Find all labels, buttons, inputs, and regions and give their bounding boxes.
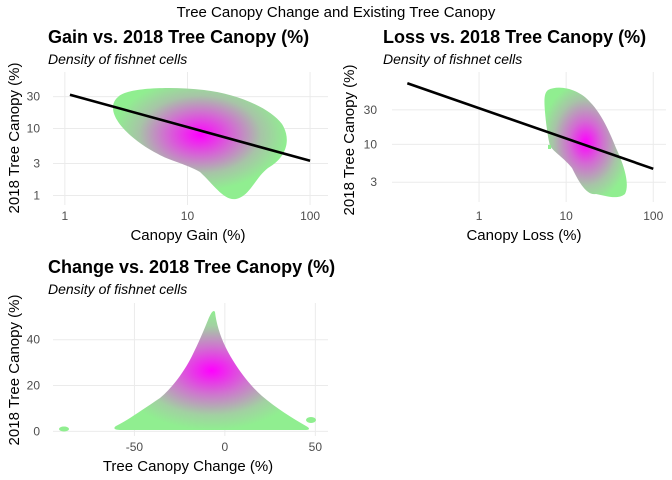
panel-change: Change vs. 2018 Tree Canopy (%) Density … <box>6 257 335 475</box>
panel-gain-subtitle: Density of fishnet cells <box>48 51 187 67</box>
y-tick-label: 3 <box>370 175 377 189</box>
panel-loss: Loss vs. 2018 Tree Canopy (%) Density of… <box>341 27 666 244</box>
panel-gain-plot-area <box>69 88 311 200</box>
x-tick-label: 0 <box>222 440 229 454</box>
change-density-outlier-left <box>59 426 69 432</box>
panel-change-plot-area <box>59 310 316 432</box>
x-tick-label: 1 <box>476 209 483 223</box>
y-tick-label: 30 <box>364 103 378 117</box>
panel-change-y-axis-title: 2018 Tree Canopy (%) <box>6 295 23 446</box>
x-tick-label: 1 <box>62 209 69 223</box>
panel-gain-x-ticks: 1 10 100 <box>62 209 321 223</box>
loss-density-speck <box>548 145 551 149</box>
panel-gain-title: Gain vs. 2018 Tree Canopy (%) <box>48 27 309 47</box>
figure-title: Tree Canopy Change and Existing Tree Can… <box>177 4 496 21</box>
x-tick-label: 100 <box>300 209 320 223</box>
panel-loss-plot-area <box>406 81 654 198</box>
panel-loss-title: Loss vs. 2018 Tree Canopy (%) <box>383 27 646 47</box>
x-tick-label: -50 <box>126 440 144 454</box>
panel-gain-y-axis-title: 2018 Tree Canopy (%) <box>6 63 23 214</box>
x-tick-label: 50 <box>309 440 323 454</box>
panel-loss-y-ticks: 3 10 30 <box>364 103 378 189</box>
y-tick-label: 1 <box>33 188 40 202</box>
y-tick-label: 10 <box>364 137 378 151</box>
y-tick-label: 3 <box>33 157 40 171</box>
panel-loss-subtitle: Density of fishnet cells <box>383 51 522 67</box>
panel-change-title: Change vs. 2018 Tree Canopy (%) <box>48 257 335 277</box>
panel-gain: Gain vs. 2018 Tree Canopy (%) Density of… <box>6 27 328 244</box>
x-tick-label: 10 <box>181 209 195 223</box>
panel-loss-y-axis-title: 2018 Tree Canopy (%) <box>341 65 358 216</box>
x-tick-label: 10 <box>560 209 574 223</box>
change-density-outlier-right <box>306 417 316 423</box>
panel-gain-x-axis-title: Canopy Gain (%) <box>130 227 245 244</box>
panel-change-x-axis-title: Tree Canopy Change (%) <box>103 458 273 475</box>
y-tick-label: 40 <box>27 333 41 347</box>
loss-trend-line <box>406 81 654 171</box>
panel-loss-x-axis-title: Canopy Loss (%) <box>466 227 581 244</box>
y-tick-label: 20 <box>27 379 41 393</box>
y-tick-label: 0 <box>33 424 40 438</box>
change-density-blob <box>114 310 309 430</box>
y-tick-label: 30 <box>27 90 41 104</box>
gain-trend-line <box>69 93 311 163</box>
panel-change-subtitle: Density of fishnet cells <box>48 281 187 297</box>
panel-loss-x-ticks: 1 10 100 <box>476 209 664 223</box>
gain-density-blob <box>112 88 287 200</box>
y-tick-label: 10 <box>27 122 41 136</box>
loss-density-blob <box>544 87 627 198</box>
x-tick-label: 100 <box>643 209 663 223</box>
panel-gain-y-ticks: 1 3 10 30 <box>27 90 41 203</box>
panel-change-x-ticks: -50 0 50 <box>126 440 323 454</box>
panel-change-y-ticks: 0 20 40 <box>27 333 41 439</box>
